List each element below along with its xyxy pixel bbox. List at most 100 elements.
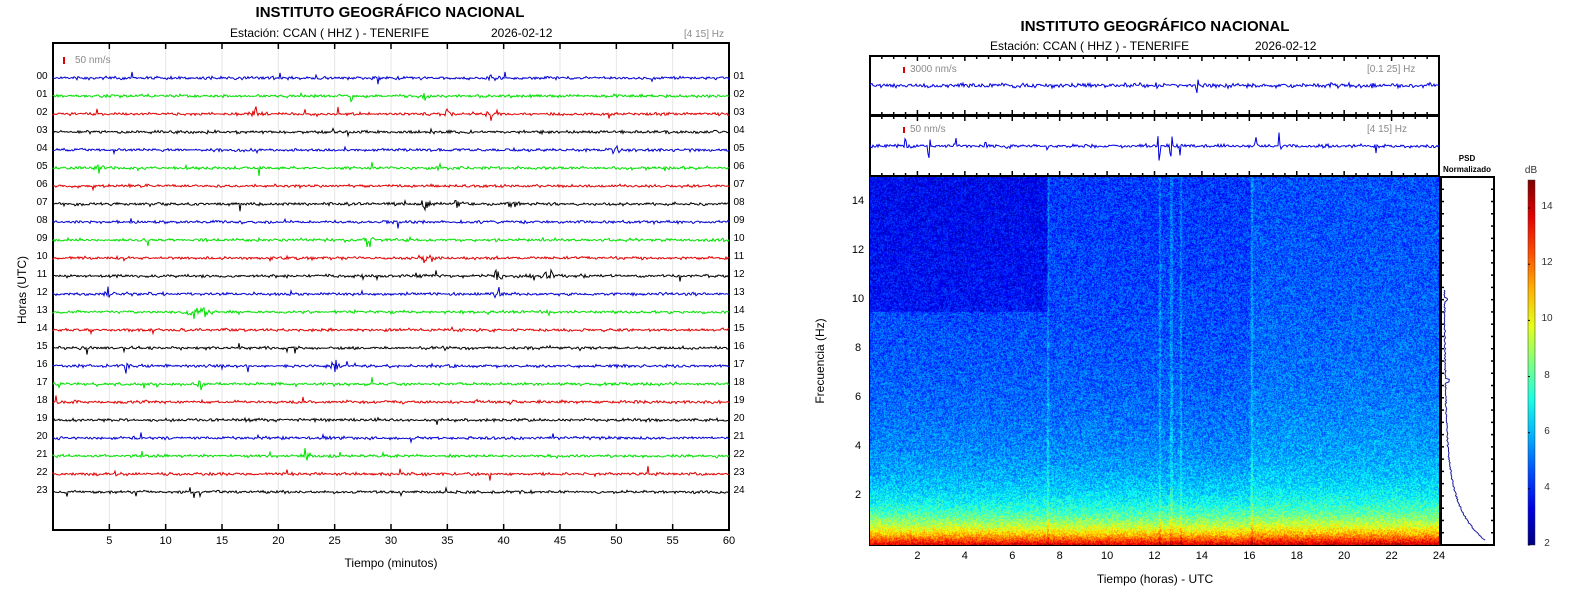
- hour-label-left: 00: [36, 71, 48, 82]
- hour-label-right: 22: [733, 449, 745, 460]
- hour-label-right: 05: [733, 143, 745, 154]
- left-filter-label: [4 15] Hz: [684, 29, 725, 40]
- x-tick-label: 45: [553, 535, 567, 547]
- colorbar-tick-label: 6: [1544, 425, 1550, 437]
- x-tick-label: 40: [497, 535, 510, 547]
- hour-label-left: 07: [36, 197, 48, 208]
- hour-label-right: 11: [733, 251, 745, 262]
- y-tick-label: 6: [854, 390, 862, 403]
- trace-hour-00: [52, 71, 730, 85]
- left-title: INSTITUTO GEOGRÁFICO NACIONAL: [255, 4, 525, 21]
- x-tick-label: 14: [1195, 550, 1209, 562]
- hour-label-left: 01: [36, 89, 48, 100]
- left-date: 2026-02-12: [491, 26, 553, 40]
- hour-label-right: 23: [733, 467, 745, 478]
- trace-hour-18: [52, 395, 730, 406]
- y-tick-label: 14: [851, 194, 865, 207]
- x-tick-label: 50: [610, 535, 623, 547]
- hour-label-right: 24: [733, 485, 745, 496]
- trace-hour-20: [52, 432, 730, 444]
- colorbar: [1527, 179, 1536, 546]
- hour-label-left: 22: [36, 467, 48, 478]
- hour-label-right: 21: [733, 431, 745, 442]
- y-tick-label: 8: [854, 341, 862, 354]
- hour-label-right: 02: [733, 89, 745, 100]
- x-tick-label: 8: [1056, 550, 1063, 562]
- hour-label-right: 19: [733, 395, 745, 406]
- left-scale-label: 50 nm/s: [75, 55, 111, 66]
- trace-hour-11: [52, 268, 730, 282]
- y-tick-label: 2: [854, 488, 862, 501]
- x-tick-label: 4: [961, 550, 968, 562]
- trace-hour-21: [52, 448, 730, 461]
- x-tick-label: 20: [1338, 550, 1351, 562]
- colorbar-tick-label: 10: [1541, 313, 1553, 325]
- hour-label-left: 21: [36, 449, 48, 460]
- hour-label-right: 17: [733, 359, 745, 370]
- hour-label-right: 12: [733, 269, 745, 280]
- x-tick-label: 55: [666, 535, 679, 547]
- trace-hour-23: [52, 486, 730, 499]
- psd-subtitle: Normalizado: [1442, 165, 1492, 174]
- right-ylabel: Frecuencia (Hz): [813, 318, 827, 404]
- trace-hour-04: [52, 144, 730, 156]
- hour-label-right: 20: [733, 413, 745, 424]
- hour-label-right: 16: [733, 341, 745, 352]
- trace-hour-13: [52, 306, 730, 320]
- trace-hour-03: [52, 127, 730, 138]
- hour-label-left: 23: [36, 485, 48, 496]
- trace-hour-15: [52, 343, 730, 355]
- broadband-panel-trace: [869, 79, 1440, 94]
- hour-label-left: 18: [36, 395, 48, 406]
- colorbar-tick-label: 2: [1544, 538, 1550, 549]
- filtered-panel-frame: [869, 115, 1440, 177]
- y-tick-label: 10: [851, 292, 865, 305]
- trace-hour-22: [52, 465, 730, 481]
- broadband-panel-scale-label: 3000 nm/s: [910, 64, 957, 75]
- hour-label-left: 05: [36, 161, 48, 172]
- hour-label-right: 18: [733, 377, 745, 388]
- trace-hour-16: [52, 359, 729, 374]
- scale-bar: [63, 57, 65, 64]
- colorbar-tick-label: 12: [1541, 257, 1553, 269]
- trace-hour-05: [52, 161, 730, 176]
- x-tick-label: 22: [1385, 550, 1398, 562]
- x-tick-label: 30: [384, 535, 398, 547]
- x-tick-label: 35: [441, 535, 454, 547]
- hour-label-right: 10: [733, 233, 745, 244]
- trace-hour-08: [52, 217, 730, 229]
- broadband-panel-filter-label: [0.1 25] Hz: [1367, 64, 1416, 75]
- hour-label-left: 15: [36, 341, 48, 352]
- scale-bar: [903, 127, 905, 133]
- hour-label-right: 01: [733, 71, 745, 82]
- hour-label-left: 10: [36, 251, 48, 262]
- x-tick-label: 15: [215, 535, 229, 547]
- colorbar-tick-label: 14: [1541, 201, 1553, 213]
- hour-label-right: 06: [733, 161, 745, 172]
- left-xlabel: Tiempo (minutos): [344, 556, 438, 570]
- hour-label-right: 13: [733, 287, 745, 298]
- hour-label-left: 03: [36, 125, 48, 136]
- hour-label-right: 09: [733, 215, 745, 226]
- x-tick-label: 6: [1009, 550, 1016, 562]
- hour-label-left: 02: [36, 107, 48, 118]
- left-ylabel: Horas (UTC): [15, 256, 29, 324]
- trace-hour-09: [52, 235, 730, 248]
- hour-label-right: 14: [733, 305, 745, 316]
- left-station: Estación: CCAN ( HHZ ) - TENERIFE: [230, 26, 430, 40]
- x-tick-label: 24: [1432, 550, 1446, 562]
- hour-label-left: 20: [36, 431, 48, 442]
- x-tick-label: 12: [1148, 550, 1161, 562]
- colorbar-tick-label: 4: [1544, 481, 1550, 493]
- hour-label-right: 04: [733, 125, 745, 136]
- x-tick-label: 2: [914, 550, 921, 562]
- x-tick-label: 20: [272, 535, 285, 547]
- scale-bar: [903, 67, 905, 73]
- right-station: Estación: CCAN ( HHZ ) - TENERIFE: [990, 39, 1190, 53]
- x-tick-label: 25: [328, 535, 341, 547]
- trace-hour-17: [52, 377, 730, 391]
- right-xlabel: Tiempo (horas) - UTC: [1096, 572, 1214, 586]
- x-tick-label: 18: [1290, 550, 1303, 562]
- psd-title: PSD: [1458, 154, 1476, 163]
- hour-label-left: 06: [36, 179, 48, 190]
